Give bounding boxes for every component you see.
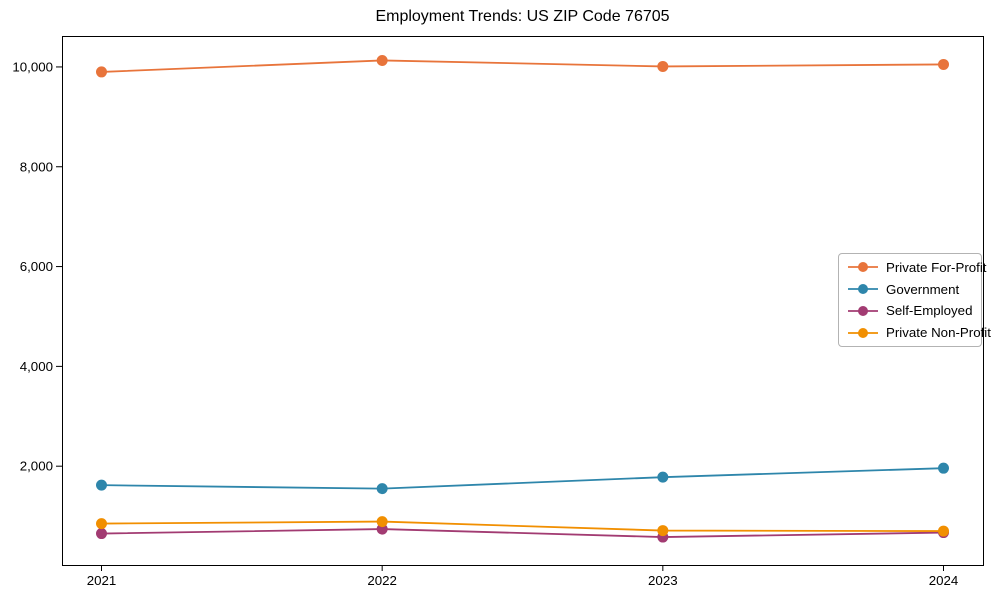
legend-label-private-non-profit: Private Non-Profit: [886, 325, 991, 341]
data-point-government-2023: [657, 471, 669, 483]
legend-marker-government: [848, 284, 878, 295]
legend-marker-private-non-profit: [848, 327, 878, 338]
legend-label-self-employed: Self-Employed: [886, 303, 973, 319]
y-tick-label: 10,000: [12, 59, 53, 74]
data-point-private-for-profit-2023: [657, 60, 669, 72]
data-point-self-employed-2021: [96, 528, 107, 540]
axes-frame: [62, 36, 984, 566]
data-point-private-non-profit-2023: [657, 525, 669, 537]
data-point-private-non-profit-2024: [938, 525, 949, 537]
data-point-private-for-profit-2022: [376, 54, 388, 66]
series-line-private-non-profit: [100, 520, 945, 532]
legend-marker-self-employed: [848, 305, 878, 316]
x-tick-label: 2023: [648, 573, 678, 588]
data-point-private-non-profit-2021: [96, 518, 107, 530]
data-point-government-2024: [938, 462, 949, 474]
legend-item-private-for-profit: Private For-Profit: [847, 258, 987, 277]
legend-item-self-employed: Self-Employed: [847, 302, 973, 321]
x-tick-label: 2022: [367, 573, 397, 588]
legend: Private For-Profit Government Self-Employe…: [838, 253, 991, 347]
series-line-government: [100, 467, 945, 490]
legend-item-government: Government: [847, 280, 973, 299]
legend-label-government: Government: [886, 281, 960, 297]
data-point-private-non-profit-2022: [376, 516, 388, 528]
legend-marker-private-for-profit: [848, 262, 878, 273]
legend-label-private-for-profit: Private For-Profit: [886, 259, 987, 275]
data-point-government-2021: [96, 479, 107, 491]
series-line-self-employed: [100, 528, 945, 538]
data-point-private-for-profit-2024: [938, 58, 949, 70]
legend-item-private-non-profit: Private Non-Profit: [847, 323, 991, 342]
y-tick-label: 8,000: [20, 159, 53, 174]
y-tick-label: 2,000: [20, 459, 53, 474]
data-point-government-2022: [376, 483, 388, 495]
x-tick-label: 2024: [929, 573, 959, 588]
x-tick-label: 2021: [87, 573, 117, 588]
y-tick-label: 6,000: [20, 259, 53, 274]
chart-title: Employment Trends: US ZIP Code 76705: [375, 8, 670, 25]
data-point-private-for-profit-2021: [96, 66, 107, 78]
y-tick-label: 4,000: [20, 359, 53, 374]
series-line-private-for-profit: [100, 59, 945, 73]
